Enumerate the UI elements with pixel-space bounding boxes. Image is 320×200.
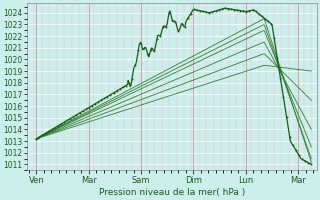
Point <box>126 81 132 85</box>
Point <box>195 8 200 12</box>
Point <box>188 12 193 15</box>
Point <box>247 9 252 12</box>
Point <box>65 119 70 122</box>
Point <box>136 49 141 52</box>
Point <box>262 17 268 20</box>
Point <box>86 106 92 109</box>
Point <box>164 25 169 29</box>
Point <box>154 37 159 41</box>
Point <box>123 84 128 87</box>
Point <box>191 8 196 11</box>
Point <box>197 9 203 12</box>
Point <box>222 7 227 10</box>
Point <box>120 86 125 89</box>
Point <box>182 25 187 28</box>
Point <box>145 52 150 55</box>
Point <box>68 117 73 120</box>
Point <box>114 89 119 93</box>
Point <box>185 17 190 20</box>
Point <box>201 10 206 13</box>
Point <box>49 128 54 131</box>
Point <box>176 29 181 33</box>
Point <box>179 22 184 25</box>
Point <box>83 108 88 111</box>
Point <box>151 49 156 52</box>
Point <box>92 102 98 105</box>
Point <box>207 11 212 14</box>
Point <box>111 91 116 94</box>
Point <box>228 8 234 11</box>
Point <box>40 133 45 137</box>
Point <box>102 97 107 100</box>
Point <box>244 10 249 13</box>
Point <box>300 158 305 161</box>
Point <box>219 7 224 11</box>
Point <box>241 10 246 13</box>
Point <box>59 122 64 126</box>
Point <box>96 100 101 104</box>
Point <box>302 159 308 163</box>
Point <box>34 137 39 140</box>
Point <box>170 19 175 22</box>
Point <box>74 113 79 116</box>
Point <box>89 104 94 107</box>
Point <box>306 161 311 164</box>
Point <box>210 10 215 13</box>
Point <box>275 57 280 60</box>
Point <box>117 88 122 91</box>
Point <box>55 124 60 127</box>
Point <box>278 76 283 79</box>
Point <box>268 22 274 25</box>
Point <box>231 8 236 11</box>
Point <box>250 9 255 12</box>
Point <box>71 115 76 118</box>
Point <box>256 12 261 16</box>
Point <box>139 43 144 46</box>
Point <box>284 115 289 119</box>
Point <box>281 96 286 99</box>
Point <box>37 135 42 138</box>
X-axis label: Pression niveau de la mer( hPa ): Pression niveau de la mer( hPa ) <box>99 188 245 197</box>
Point <box>130 77 135 80</box>
Point <box>77 111 82 115</box>
Point <box>108 93 113 96</box>
Point <box>43 132 48 135</box>
Point <box>225 7 230 10</box>
Point <box>290 143 295 147</box>
Point <box>296 154 301 157</box>
Point <box>272 37 277 40</box>
Point <box>148 48 153 52</box>
Point <box>204 11 209 14</box>
Point <box>238 9 243 12</box>
Point <box>61 121 67 124</box>
Point <box>80 110 85 113</box>
Point <box>216 8 221 12</box>
Point <box>287 135 292 138</box>
Point <box>46 130 51 133</box>
Point <box>309 163 314 166</box>
Point <box>157 34 163 37</box>
Point <box>173 20 178 23</box>
Point <box>235 9 240 12</box>
Point <box>142 46 147 50</box>
Point <box>253 10 258 13</box>
Point <box>105 95 110 98</box>
Point <box>167 11 172 14</box>
Point <box>132 64 138 67</box>
Point <box>266 20 271 23</box>
Point <box>293 149 299 152</box>
Point <box>160 25 165 28</box>
Point <box>259 15 264 18</box>
Point <box>99 99 104 102</box>
Point <box>213 9 218 13</box>
Point <box>52 126 57 129</box>
